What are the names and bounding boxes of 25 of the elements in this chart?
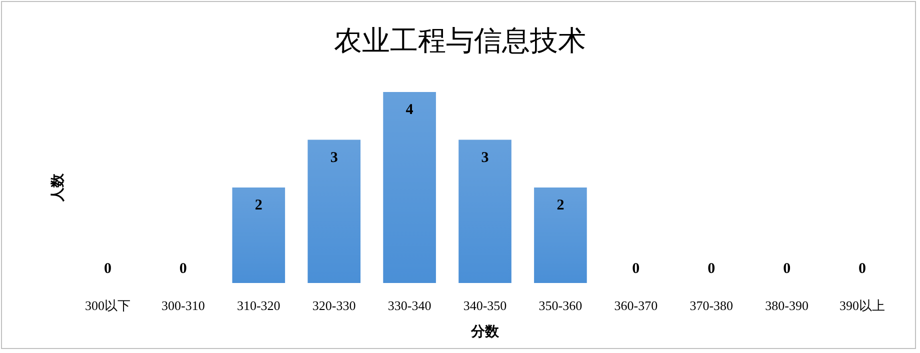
data-label: 3 — [481, 150, 489, 166]
data-label: 0 — [179, 261, 187, 277]
data-label: 3 — [330, 150, 338, 166]
x-tick-label: 390以上 — [840, 298, 886, 313]
data-label: 0 — [104, 261, 112, 277]
data-label: 0 — [783, 261, 791, 277]
x-tick-label: 330-340 — [388, 298, 432, 313]
x-tick-label: 360-370 — [614, 298, 658, 313]
y-axis-title: 人数 — [49, 172, 65, 202]
x-tick-label: 370-380 — [690, 298, 734, 313]
x-tick-label: 350-360 — [538, 298, 582, 313]
x-tick-label: 300以下 — [84, 298, 130, 313]
x-tick-label: 320-330 — [312, 298, 356, 313]
data-label: 2 — [556, 198, 564, 214]
data-label: 4 — [406, 102, 414, 118]
x-tick-label: 340-350 — [463, 298, 507, 313]
x-tick-label: 310-320 — [236, 298, 280, 313]
chart-title: 农业工程与信息技术 — [334, 25, 586, 56]
data-label: 0 — [708, 261, 716, 277]
data-label: 0 — [858, 261, 866, 277]
data-label: 2 — [254, 198, 262, 214]
data-label: 0 — [632, 261, 640, 277]
x-tick-label: 380-390 — [765, 298, 808, 313]
x-tick-label: 300-310 — [162, 298, 205, 313]
x-axis-title: 分数 — [470, 323, 500, 339]
